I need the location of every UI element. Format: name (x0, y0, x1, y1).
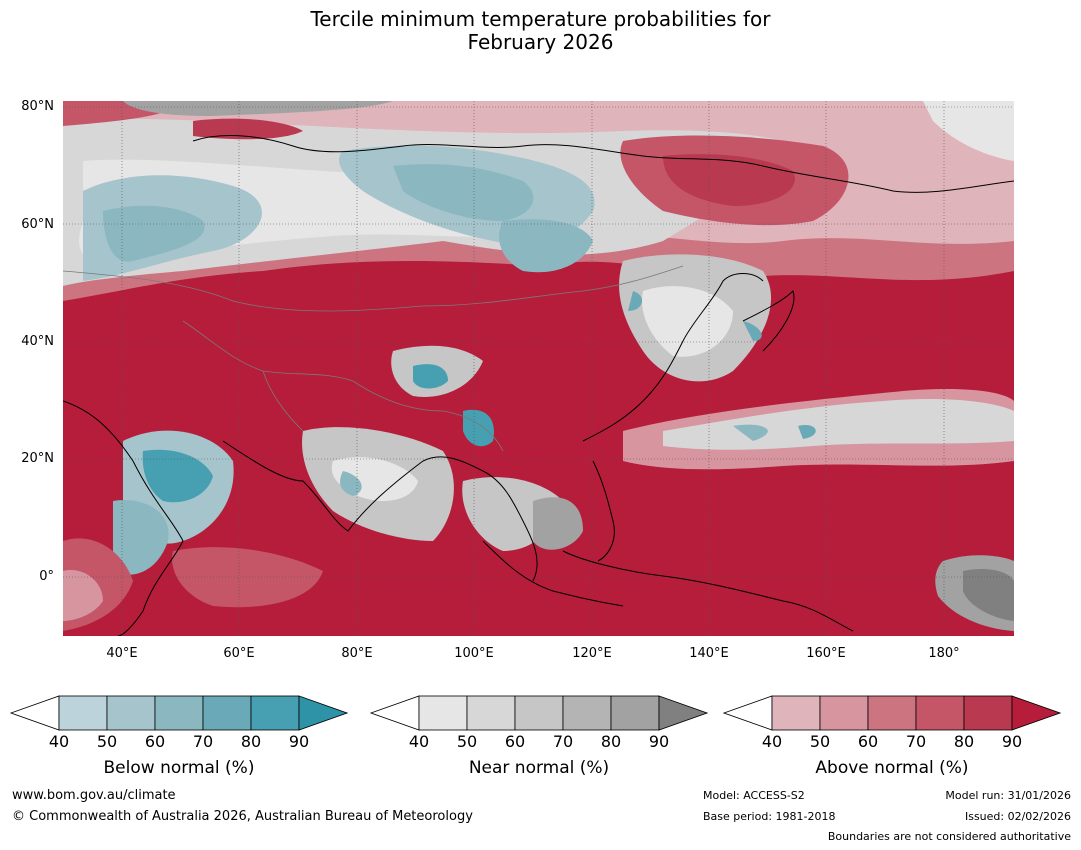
below-normal-pacific-spot-1 (733, 424, 768, 441)
below-bin-90-plus (298, 695, 348, 731)
below-normal-tibet (413, 364, 448, 389)
lat-label-80n: 80°N (21, 99, 54, 114)
above-bin-90-plus (1011, 695, 1061, 731)
lat-label-40n: 40°N (21, 334, 54, 349)
near-tick-40: 40 (408, 732, 430, 751)
below-normal-horn-of-africa (113, 500, 169, 575)
below-normal-central-siberia-core (393, 164, 534, 221)
above-tick-60: 60 (857, 732, 879, 751)
lat-label-20n: 20°N (21, 451, 54, 466)
above-bin-40-50 (771, 695, 821, 731)
below-normal-manchuria-spot (628, 291, 643, 311)
below-normal-arabia-core (142, 449, 213, 503)
above-bin-50-60 (819, 695, 869, 731)
near-normal-manchuria-light (642, 286, 733, 357)
above-tick-90: 90 (1001, 732, 1023, 751)
near-normal-arctic-east (923, 101, 1014, 161)
lon-label-160e: 160°E (806, 646, 846, 661)
probability-map (63, 101, 1014, 636)
lon-label-60e: 60°E (223, 646, 255, 661)
near-bin-90-plus (658, 695, 708, 731)
model-name: Model: ACCESS-S2 (703, 789, 805, 802)
country-borders (63, 265, 684, 452)
near-bin-80-90 (610, 695, 660, 731)
lat-label-60n: 60°N (21, 217, 54, 232)
colorbar-near-normal (370, 695, 708, 731)
lon-label-40e: 40°E (106, 646, 138, 661)
copyright-notice: © Commonwealth of Australia 2026, Austra… (12, 809, 473, 824)
near-tick-80: 80 (600, 732, 622, 751)
lon-label-80e: 80°E (341, 646, 373, 661)
lon-label-120e: 120°E (572, 646, 612, 661)
below-tick-80: 80 (240, 732, 262, 751)
near-bin-60-70 (514, 695, 564, 731)
below-normal-india-spot (340, 471, 362, 496)
below-bin-70-80 (202, 695, 252, 731)
title-line-2: February 2026 (467, 30, 614, 54)
base-period: Base period: 1981-2018 (703, 810, 836, 823)
colorbar-above-normal (723, 695, 1061, 731)
above-normal-east-africa-light (63, 570, 103, 621)
below-tick-50: 50 (96, 732, 118, 751)
below-bin-60-70 (154, 695, 204, 731)
below-tick-70: 70 (192, 732, 214, 751)
above-normal-novaya-zemlya (193, 118, 303, 140)
colorbar-near-label: Near normal (%) (468, 758, 610, 778)
chart-title: Tercile minimum temperature probabilitie… (0, 8, 1081, 54)
above-tick-40: 40 (761, 732, 783, 751)
near-tick-90: 90 (648, 732, 670, 751)
colorbar-above-label: Above normal (%) (815, 758, 969, 778)
lat-label-0: 0° (39, 569, 54, 584)
below-bin-80-90 (250, 695, 300, 731)
below-bin-40-50 (58, 695, 108, 731)
below-bin-50-60 (106, 695, 156, 731)
below-tick-40: 40 (48, 732, 70, 751)
lon-label-180: 180° (928, 646, 960, 661)
above-normal-indian-ocean-patch (172, 547, 323, 608)
near-bin-50-60 (466, 695, 516, 731)
above-tick-70: 70 (905, 732, 927, 751)
near-normal-south-china-sea (533, 497, 583, 550)
title-line-1: Tercile minimum temperature probabilitie… (310, 7, 771, 31)
near-bin-40-50 (418, 695, 468, 731)
lon-label-140e: 140°E (689, 646, 729, 661)
below-normal-yunnan (463, 409, 494, 447)
near-bin-70-80 (562, 695, 612, 731)
above-bin-70-80 (915, 695, 965, 731)
below-normal-baikal (499, 219, 593, 273)
issued-date: Issued: 02/02/2026 (964, 810, 1071, 823)
below-normal-japan-spot (743, 321, 762, 341)
website-link[interactable]: www.bom.gov.au/climate (12, 788, 176, 803)
below-tick-90: 90 (288, 732, 310, 751)
near-tick-70: 70 (552, 732, 574, 751)
map-canvas (63, 101, 1014, 636)
coastlines (63, 135, 1014, 636)
lon-label-100e: 100°E (454, 646, 494, 661)
above-tick-50: 50 (809, 732, 831, 751)
above-bin-80-90 (963, 695, 1013, 731)
boundaries-disclaimer: Boundaries are not considered authoritat… (827, 830, 1071, 843)
colorbar-below-label: Below normal (%) (103, 758, 255, 778)
above-normal-northeast-siberia-core (663, 154, 795, 206)
graticule (63, 101, 1014, 636)
model-run-date: Model run: 31/01/2026 (945, 789, 1071, 802)
near-tick-50: 50 (456, 732, 478, 751)
above-bin-60-70 (867, 695, 917, 731)
near-normal-arctic-strip (123, 101, 393, 116)
near-normal-southwest-pacific-core (963, 569, 1014, 621)
colorbar-below-normal (10, 695, 348, 731)
below-normal-west-russia-core (103, 205, 205, 262)
above-tick-80: 80 (953, 732, 975, 751)
below-tick-60: 60 (144, 732, 166, 751)
near-tick-60: 60 (504, 732, 526, 751)
below-normal-pacific-spot-2 (798, 424, 816, 439)
